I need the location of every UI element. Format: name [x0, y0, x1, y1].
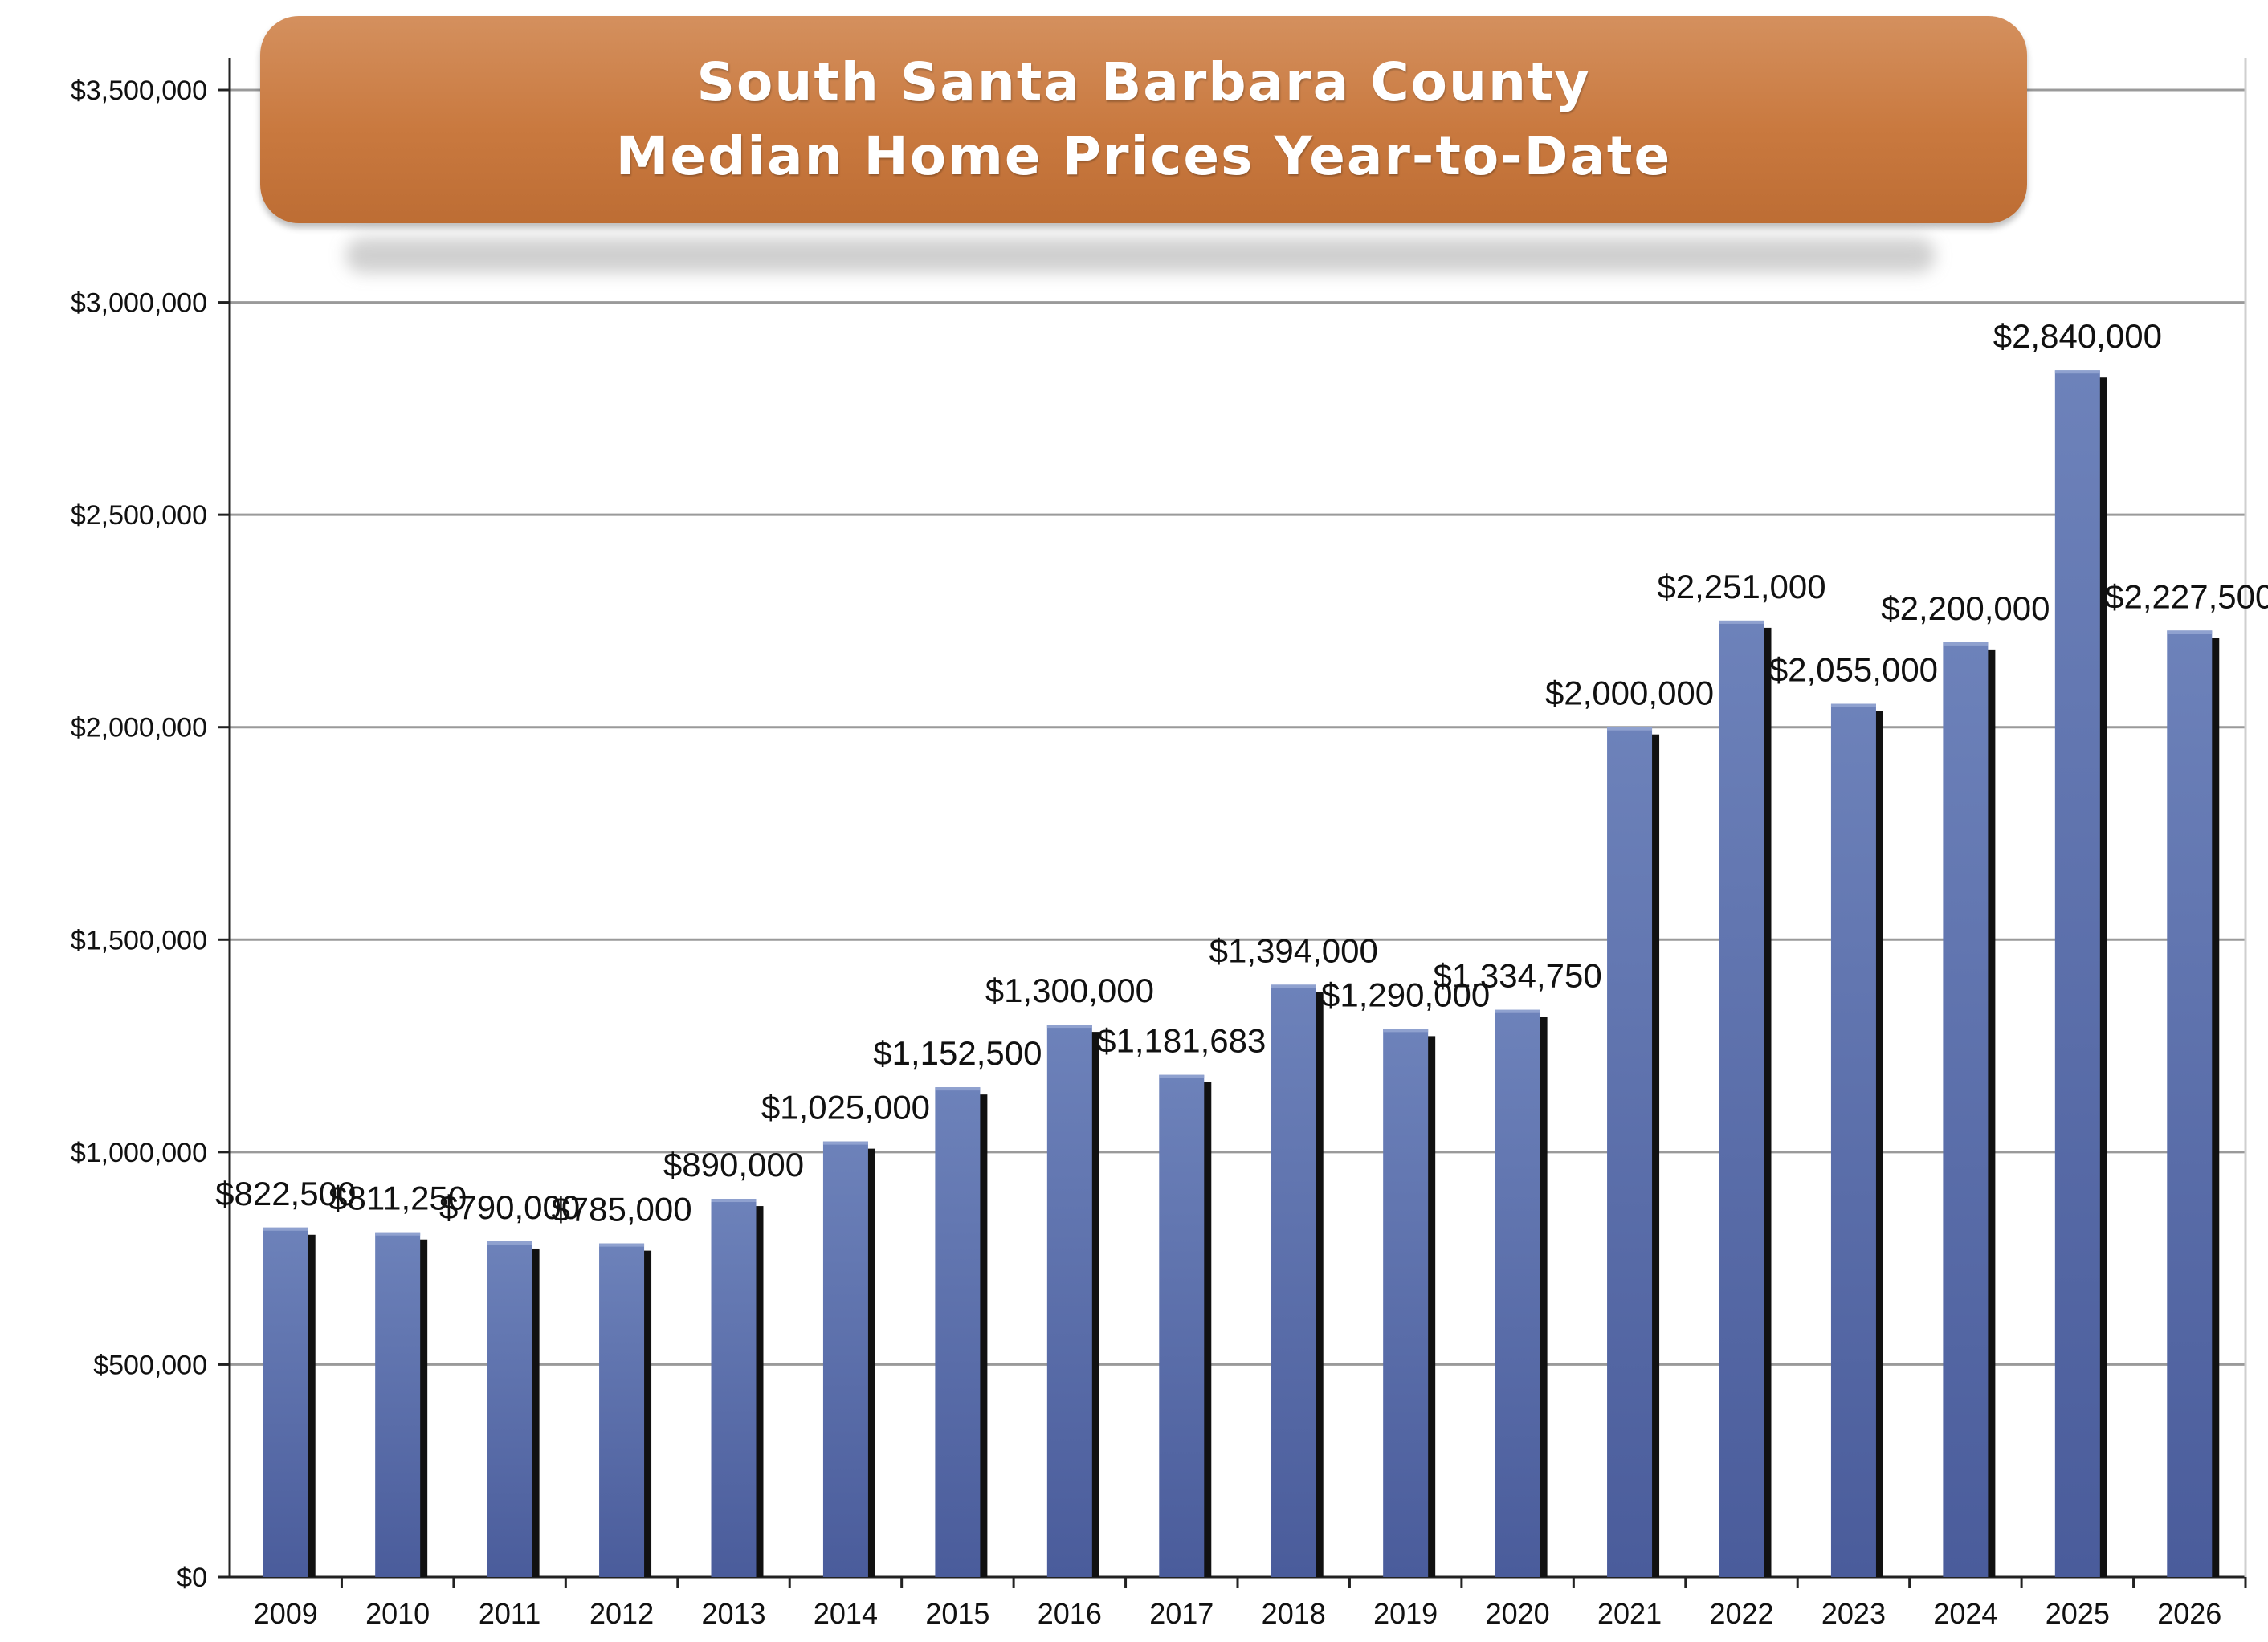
y-tick-label: $1,000,000	[71, 1138, 207, 1168]
bar-top-highlight	[263, 1227, 308, 1231]
bar-top-highlight	[1046, 1025, 1092, 1029]
x-tick-label: 2011	[479, 1597, 540, 1630]
data-label: $1,152,500	[873, 1034, 1042, 1072]
bar-top-highlight	[822, 1141, 868, 1145]
data-labels: $822,500$811,250$790,000$785,000 $890,000…	[215, 317, 2268, 1228]
x-tick-label: 2010	[365, 1597, 430, 1630]
chart-title-banner: South Santa Barbara County Median Home P…	[260, 16, 2027, 223]
bar-top-highlight	[1495, 1009, 1540, 1013]
bar-top-highlight	[2167, 630, 2213, 634]
x-tick-label: 2017	[1149, 1597, 1214, 1630]
bar	[1719, 620, 1764, 1577]
x-tick-label: 2009	[254, 1597, 318, 1630]
y-tick-label: $2,000,000	[71, 713, 207, 744]
x-tick-label: 2015	[925, 1597, 989, 1630]
bar	[375, 1232, 421, 1577]
data-label: $790,000	[439, 1188, 580, 1226]
bar-top-highlight	[599, 1243, 645, 1247]
bar	[487, 1241, 532, 1577]
data-label: $2,840,000	[1993, 317, 2162, 355]
data-label: $811,250	[328, 1180, 467, 1217]
x-tick-label: 2021	[1597, 1597, 1662, 1630]
data-label: $1,025,000	[761, 1089, 930, 1127]
data-label: $2,055,000	[1769, 651, 1938, 689]
x-tick-label: 2013	[701, 1597, 765, 1630]
data-label: $822,500	[215, 1175, 356, 1212]
bar-top-highlight	[1719, 620, 1764, 624]
data-label: $890,000	[663, 1146, 804, 1184]
bar-top-highlight	[375, 1232, 421, 1236]
data-label: $2,227,500	[2105, 577, 2268, 615]
data-label: $1,300,000	[985, 972, 1154, 1009]
y-tick-label: $500,000	[93, 1350, 207, 1380]
y-tick-label: $1,500,000	[71, 925, 207, 955]
bar	[935, 1087, 981, 1577]
bar	[1271, 984, 1316, 1577]
title-banner-shadow	[345, 238, 1936, 273]
x-tick-label: 2025	[2046, 1597, 2110, 1630]
bar-top-highlight	[935, 1087, 981, 1091]
bar	[711, 1199, 757, 1577]
x-tick-label: 2012	[589, 1597, 654, 1630]
bar-top-highlight	[1607, 727, 1653, 731]
bar	[1046, 1025, 1092, 1577]
bar-top-highlight	[1943, 642, 1989, 646]
bar	[1159, 1074, 1205, 1577]
y-tick-label: $3,000,000	[71, 288, 207, 319]
x-tick-label: 2018	[1262, 1597, 1326, 1630]
data-label: $1,334,750	[1434, 957, 1602, 995]
bar-top-highlight	[1383, 1029, 1429, 1033]
bar	[1383, 1029, 1429, 1577]
data-label: $1,394,000	[1209, 931, 1378, 969]
y-tick-label: $2,500,000	[71, 500, 207, 531]
data-label: $1,181,683	[1097, 1022, 1266, 1060]
x-tick-label: 2023	[1821, 1597, 1886, 1630]
bar-top-highlight	[2054, 370, 2100, 374]
bar-top-highlight	[1830, 703, 1876, 707]
chart-title-line-1: South Santa Barbara County	[696, 51, 1591, 113]
x-tick-label: 2022	[1709, 1597, 1773, 1630]
data-label: $2,200,000	[1881, 589, 2050, 627]
bar-top-highlight	[711, 1199, 757, 1203]
bars	[263, 370, 2220, 1578]
data-label: $785,000	[551, 1191, 691, 1228]
data-label: $2,000,000	[1545, 674, 1714, 712]
chart-title-line-2: Median Home Prices Year-to-Date	[615, 125, 1672, 187]
y-tick-label: $0	[177, 1563, 207, 1593]
data-label: $2,251,000	[1657, 568, 1825, 605]
bar	[822, 1141, 868, 1577]
x-tick-label: 2020	[1486, 1597, 1550, 1630]
bar-top-highlight	[1159, 1074, 1205, 1078]
bar	[1943, 642, 1989, 1577]
bar	[1830, 703, 1876, 1577]
x-tick-label: 2019	[1373, 1597, 1438, 1630]
y-tick-label: $3,500,000	[71, 75, 207, 106]
x-tick-label: 2026	[2157, 1597, 2221, 1630]
bar-top-highlight	[487, 1241, 532, 1245]
bar	[263, 1227, 308, 1577]
x-tick-label: 2016	[1038, 1597, 1102, 1630]
bar-top-highlight	[1271, 984, 1316, 988]
x-tick-label: 2014	[814, 1597, 878, 1630]
data-label: $1,290,000	[1321, 976, 1490, 1013]
bar	[2167, 630, 2213, 1578]
x-tick-label: 2024	[1933, 1597, 1997, 1630]
bar	[2054, 370, 2100, 1578]
axes: $0 $500,000 $1,000,000 $1,500,000 $2,000,000…	[71, 58, 2247, 1630]
bar	[599, 1243, 645, 1577]
bar	[1607, 727, 1653, 1577]
bar	[1495, 1009, 1540, 1577]
